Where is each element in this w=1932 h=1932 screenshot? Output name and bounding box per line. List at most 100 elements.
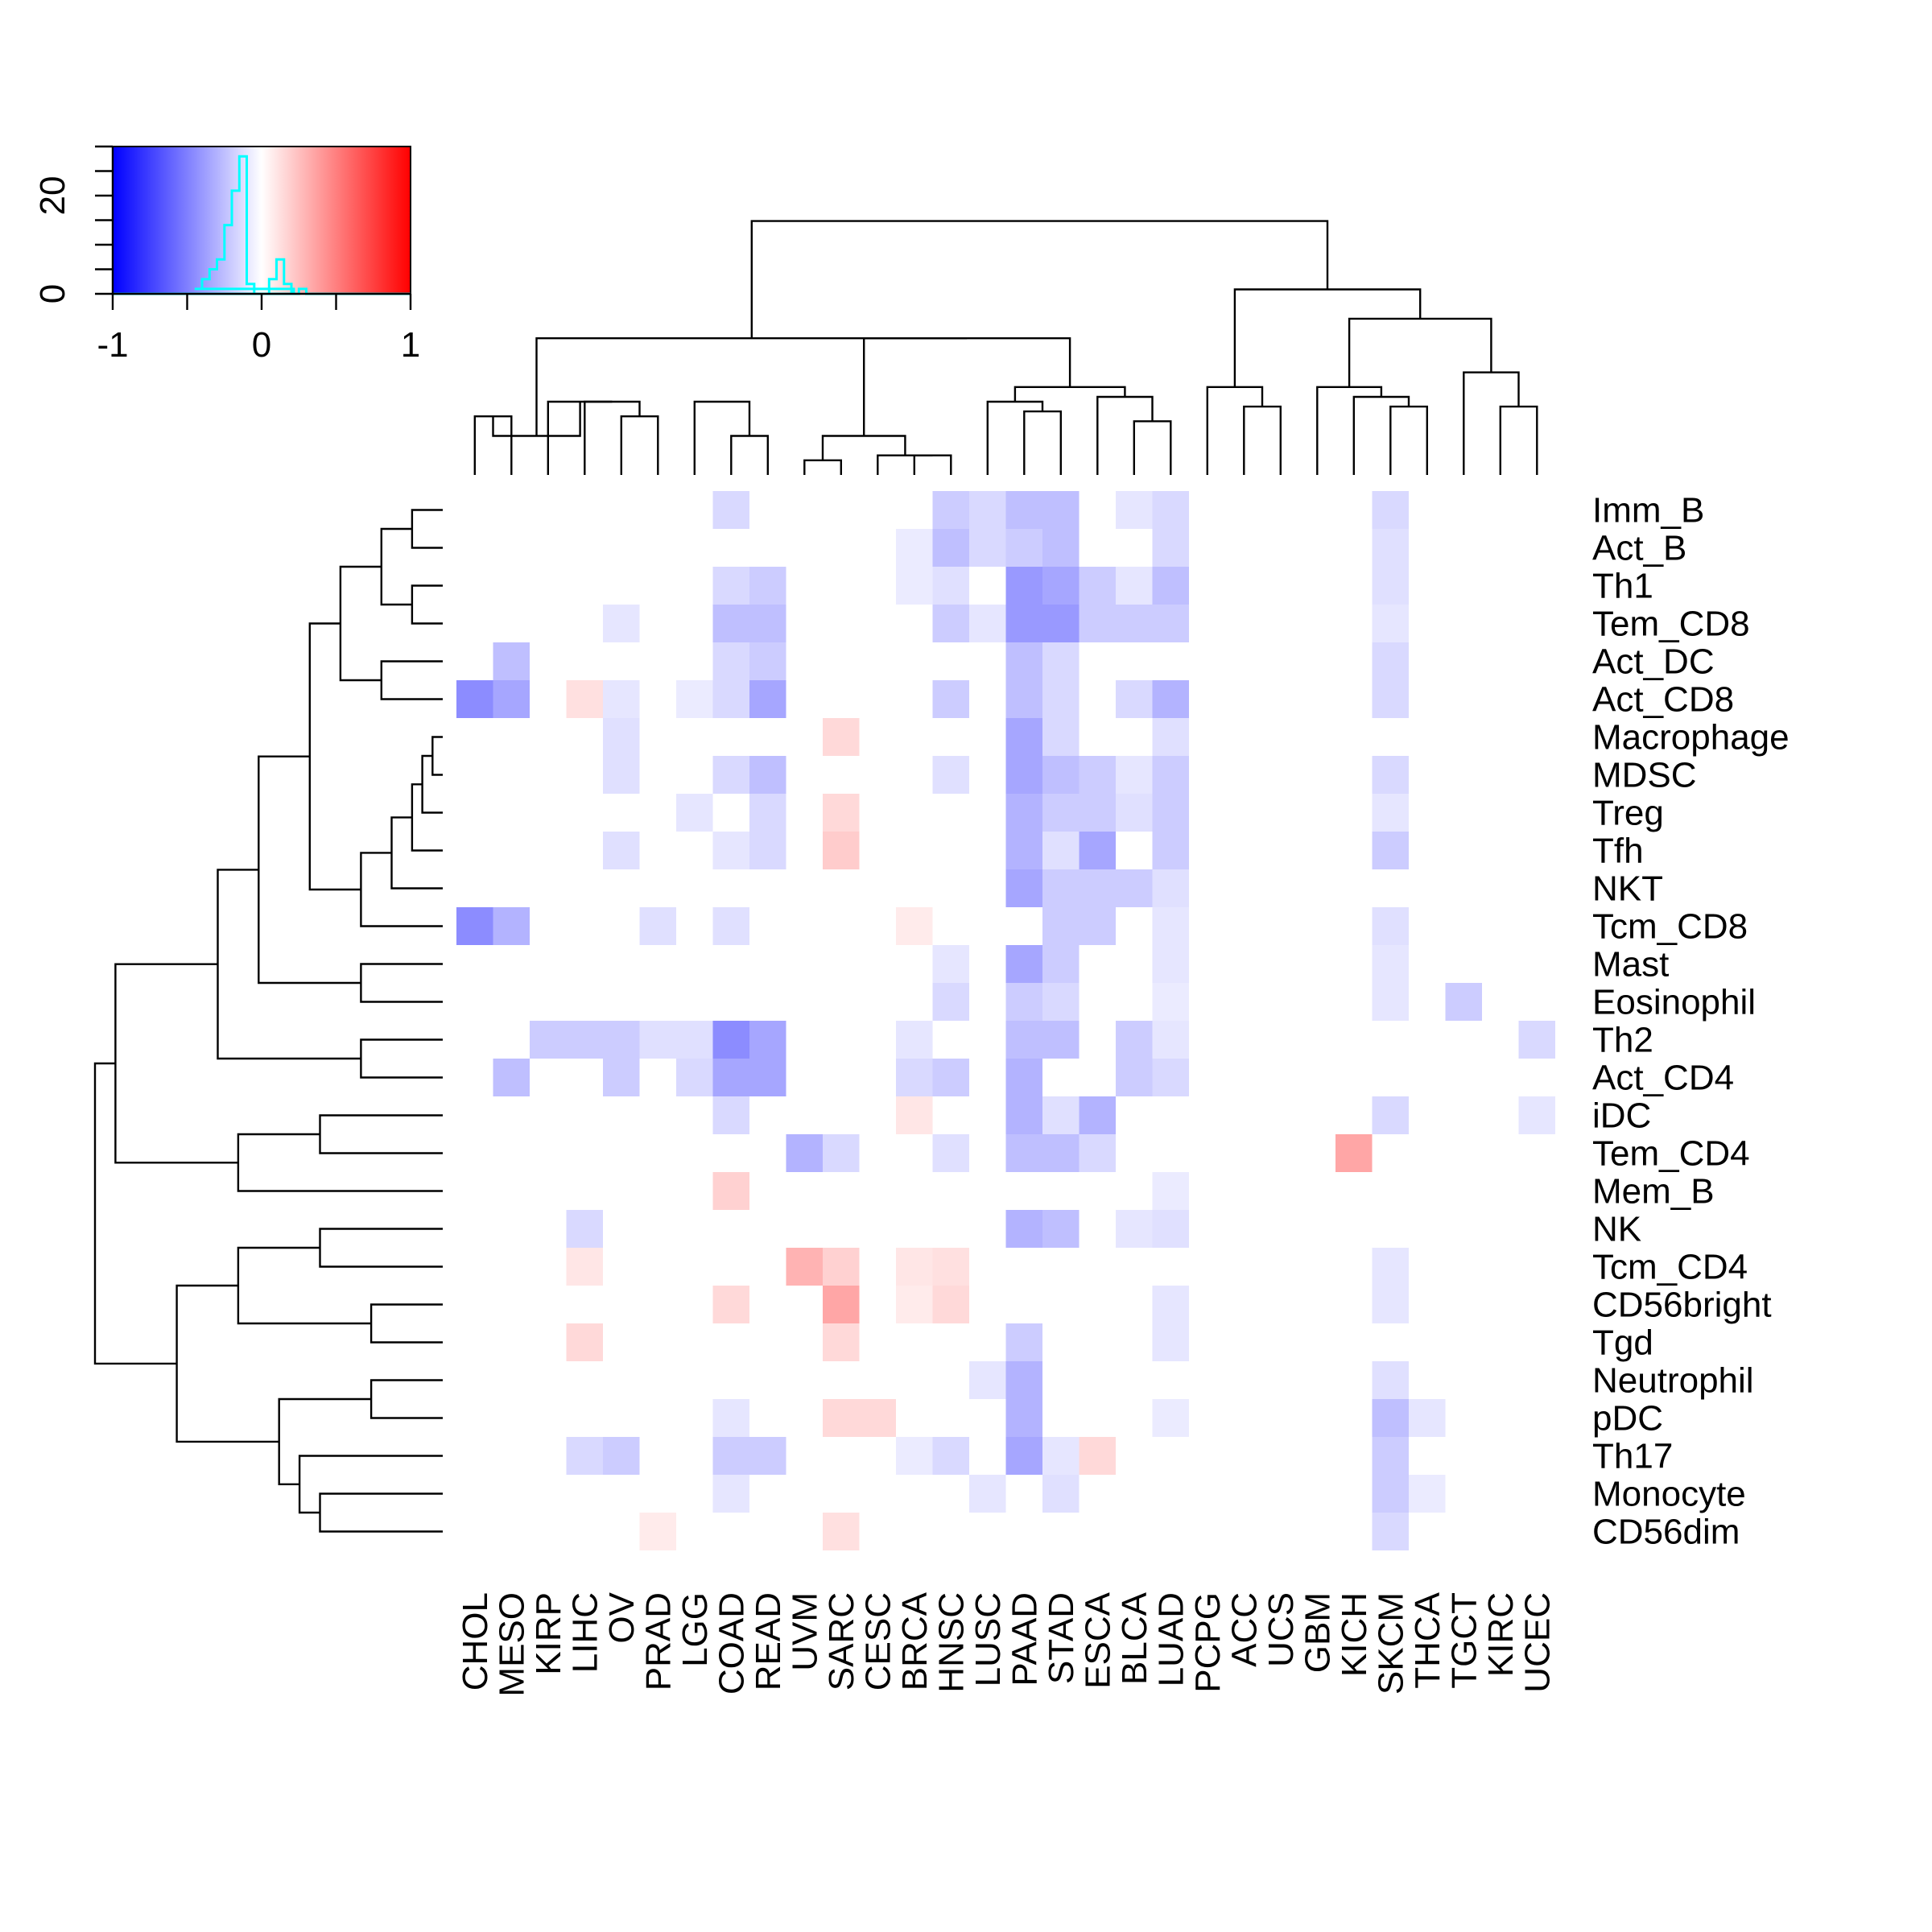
column-dendrogram-link	[547, 400, 613, 475]
column-dendrogram-link	[1463, 371, 1520, 475]
column-label: COAD	[712, 1592, 751, 1695]
heatmap-cell-MDSC-ESCA	[1079, 756, 1116, 794]
heatmap-cell-Imm_B-BLCA	[1116, 491, 1153, 529]
heatmap-cell-Act_CD8-READ	[749, 680, 786, 718]
row-label: Act_DC	[1592, 642, 1715, 682]
heatmap-cell-Macrophage-SARC	[823, 718, 860, 756]
row-dendrogram-link	[369, 1303, 443, 1344]
heatmap-cell-CD56bright-BRCA	[896, 1286, 933, 1323]
heatmap-cell-pDC-COAD	[712, 1399, 749, 1437]
heatmap-cell-Act_DC-READ	[749, 642, 786, 680]
heatmap-cell-Act_B-LUAD	[1152, 529, 1189, 567]
row-dendrogram-link	[411, 783, 443, 852]
heatmap-cell-Th2-BRCA	[896, 1021, 933, 1059]
heatmap-cell-Tcm_CD8-COAD	[712, 907, 749, 945]
heatmap-cells	[456, 491, 1555, 1550]
heatmap-cell-Tfh-COAD	[712, 832, 749, 869]
heatmap-cell-Tcm_CD4-LIHC	[566, 1248, 603, 1286]
heatmap-cell-Act_CD4-LUAD	[1152, 1059, 1189, 1096]
column-dendrogram-link	[1499, 405, 1538, 475]
column-label: MESO	[492, 1592, 531, 1697]
column-label: TGCT	[1444, 1592, 1484, 1689]
column-dendrogram-link	[535, 337, 968, 436]
row-label: Tgd	[1592, 1323, 1653, 1363]
column-dendrogram-link	[620, 415, 659, 475]
row-dendrogram-link	[237, 1246, 372, 1325]
heatmap-cell-Tem_CD8-SKCM	[1372, 605, 1409, 642]
heatmap-cell-Th1-READ	[749, 567, 786, 605]
heatmap-cell-Tem_CD8-HNSC	[932, 605, 969, 642]
column-dendrogram-link	[750, 220, 1329, 339]
column-dendrogram-link	[913, 454, 952, 475]
column-label: KIRC	[1481, 1592, 1521, 1677]
heatmap-cell-Eosinophil-STAD	[1042, 983, 1080, 1021]
column-dendrogram-link	[1133, 420, 1172, 475]
heatmap-cell-MDSC-HNSC	[932, 756, 969, 794]
heatmap-cell-Th17-STAD	[1042, 1437, 1080, 1475]
heatmap-cell-Tem_CD4-KICH	[1335, 1134, 1373, 1172]
heatmap-cell-Macrophage-PAAD	[1005, 718, 1042, 756]
heatmap-cell-CD56dim-SARC	[823, 1513, 860, 1550]
heatmap-cell-Act_CD4-OV	[603, 1059, 640, 1096]
heatmap-cell-Eosinophil-PAAD	[1005, 983, 1042, 1021]
column-label: SKCM	[1371, 1592, 1410, 1695]
heatmap-cell-Macrophage-OV	[603, 718, 640, 756]
heatmap-cell-iDC-SKCM	[1372, 1096, 1409, 1134]
heatmap-cell-Act_CD8-LGG	[676, 680, 713, 718]
heatmap-cell-Tem_CD8-ESCA	[1079, 605, 1116, 642]
row-label: Tcm_CD4	[1592, 1248, 1748, 1287]
heatmap-cell-NK-BLCA	[1116, 1210, 1153, 1248]
row-label: Mem_B	[1592, 1172, 1715, 1212]
heatmap-cell-Tem_CD8-READ	[749, 605, 786, 642]
heatmap-cell-Mast-STAD	[1042, 945, 1080, 983]
heatmap-cell-Th17-COAD	[712, 1437, 749, 1475]
heatmap-cell-Macrophage-LUAD	[1152, 718, 1189, 756]
heatmap-cell-Tgd-LUAD	[1152, 1323, 1189, 1361]
heatmap-cell-Act_CD8-LIHC	[566, 680, 603, 718]
heatmap-cell-Tfh-STAD	[1042, 832, 1080, 869]
heatmap-cell-Act_CD8-PAAD	[1005, 680, 1042, 718]
color-key: -1 0 1 020	[33, 145, 420, 365]
heatmap-cell-Act_DC-MESO	[493, 642, 530, 680]
heatmap-cell-Imm_B-STAD	[1042, 491, 1080, 529]
heatmap-cell-Th2-PRAD	[639, 1021, 676, 1059]
color-key-gradient	[112, 146, 411, 295]
heatmap-cell-Th2-STAD	[1042, 1021, 1080, 1059]
heatmap-cell-Treg-SKCM	[1372, 794, 1409, 832]
heatmap-cell-Tem_CD4-ESCA	[1079, 1134, 1116, 1172]
column-dendrogram-link	[821, 435, 906, 460]
heatmap-cell-Tem_CD4-UVM	[786, 1134, 823, 1172]
heatmap-cell-iDC-ESCA	[1079, 1096, 1116, 1134]
column-label: ACC	[1224, 1592, 1264, 1667]
heatmap-cell-Tcm_CD8-CHOL	[456, 907, 493, 945]
heatmap-cell-Tem_CD8-BLCA	[1116, 605, 1153, 642]
heatmap-cell-Tcm_CD4-UVM	[786, 1248, 823, 1286]
heatmap-cell-Th1-ESCA	[1079, 567, 1116, 605]
column-label: UCS	[1261, 1592, 1301, 1667]
heatmap-cell-Th1-BLCA	[1116, 567, 1153, 605]
key-y-tick-label: 0	[33, 284, 72, 303]
row-dendrogram-link	[360, 963, 443, 1003]
heatmap-cell-Tem_CD8-STAD	[1042, 605, 1080, 642]
row-label: NKT	[1592, 869, 1663, 909]
heatmap-cell-pDC-PAAD	[1005, 1399, 1042, 1437]
heatmap-cell-iDC-BRCA	[896, 1096, 933, 1134]
heatmap-cell-Imm_B-LUSC	[969, 491, 1006, 529]
column-label: LIHC	[565, 1592, 605, 1673]
heatmap-cell-iDC-PAAD	[1005, 1096, 1042, 1134]
heatmap-cell-NK-PAAD	[1005, 1210, 1042, 1248]
heatmap-cell-Treg-LGG	[676, 794, 713, 832]
heatmap-cell-CD56dim-SKCM	[1372, 1513, 1409, 1550]
heatmap-cell-Treg-SARC	[823, 794, 860, 832]
column-label: ESCA	[1078, 1591, 1117, 1688]
column-dendrogram-link	[1013, 386, 1126, 402]
column-label: SARC	[822, 1592, 861, 1690]
column-label: GBM	[1298, 1592, 1337, 1673]
row-dendrogram-link	[411, 509, 443, 549]
heatmap-cell-Mast-SKCM	[1372, 945, 1409, 983]
row-dendrogram-link	[360, 852, 443, 927]
heatmap-cell-Mast-LUAD	[1152, 945, 1189, 983]
row-label: Eosinophil	[1592, 983, 1756, 1022]
heatmap-cell-Th17-PAAD	[1005, 1437, 1042, 1475]
heatmap-cell-Tem_CD4-STAD	[1042, 1134, 1080, 1172]
